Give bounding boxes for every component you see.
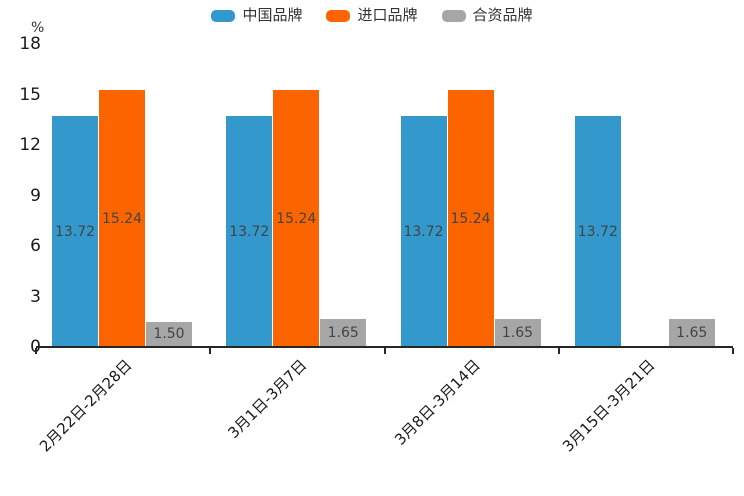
bar-中国品牌-0 (52, 116, 98, 347)
x-category-label-3: 3月15日-3月21日 (559, 356, 659, 456)
bar-value-label: 13.72 (229, 223, 270, 240)
x-category-label-2: 3月8日-3月14日 (391, 356, 485, 449)
bar-进口品牌-0 (99, 90, 145, 347)
bar-中国品牌-2 (400, 116, 447, 347)
y-tick-label: 9 (30, 185, 41, 206)
y-tick-label: 3 (30, 286, 41, 307)
legend-item-label: 中国品牌 (242, 6, 303, 24)
y-axis-unit-label: % (31, 20, 45, 36)
y-tick-label: 6 (30, 236, 41, 256)
legend-swatch-icon (326, 9, 351, 22)
bar-合资品牌-3 (668, 319, 715, 347)
bar-value-label: 13.72 (403, 223, 444, 240)
x-axis-tick (557, 348, 560, 354)
bar-value-label: 1.65 (327, 325, 359, 342)
x-axis-tick (209, 348, 212, 354)
bar-value-label: 1.65 (676, 325, 708, 342)
legend-item-0[interactable]: 中国品牌 (211, 8, 302, 23)
bar-中国品牌-3 (574, 116, 621, 347)
y-tick-label: 12 (19, 135, 41, 155)
x-category-label-0: 2月22日-2月28日 (36, 356, 136, 456)
bar-进口品牌-2 (447, 90, 494, 347)
bar-value-label: 13.72 (54, 223, 96, 240)
x-axis-line (36, 346, 733, 348)
x-axis-tick (383, 348, 386, 354)
bar-value-label: 15.24 (276, 210, 317, 227)
bar-value-label: 15.24 (450, 210, 491, 227)
y-tick-label: 0 (7, 337, 41, 357)
y-tick-label: 18 (19, 34, 41, 54)
x-category-label-1: 3月1日-3月7日 (224, 356, 311, 442)
bar-合资品牌-0 (146, 321, 192, 347)
legend-swatch-icon (441, 9, 466, 22)
bar-value-label: 13.72 (577, 223, 618, 240)
legend-item-1[interactable]: 进口品牌 (326, 6, 418, 24)
legend-item-2[interactable]: 合资品牌 (441, 6, 533, 24)
y-tick-label: 15 (19, 84, 41, 105)
bar-value-label: 15.24 (101, 210, 143, 227)
x-axis-tick (732, 348, 734, 354)
legend-item-label: 合资品牌 (472, 6, 533, 24)
bar-合资品牌-1 (320, 319, 367, 347)
bar-进口品牌-1 (273, 90, 320, 347)
bar-合资品牌-2 (494, 319, 541, 347)
bar-value-label: 1.50 (153, 326, 185, 343)
legend-item-label: 进口品牌 (357, 6, 418, 24)
bar-中国品牌-1 (226, 116, 273, 347)
bar-value-label: 1.65 (501, 325, 534, 342)
chart-legend: 中国品牌 进口品牌 合资品牌 (0, 8, 744, 23)
x-axis-tick (35, 348, 37, 354)
legend-swatch-icon (211, 9, 236, 22)
